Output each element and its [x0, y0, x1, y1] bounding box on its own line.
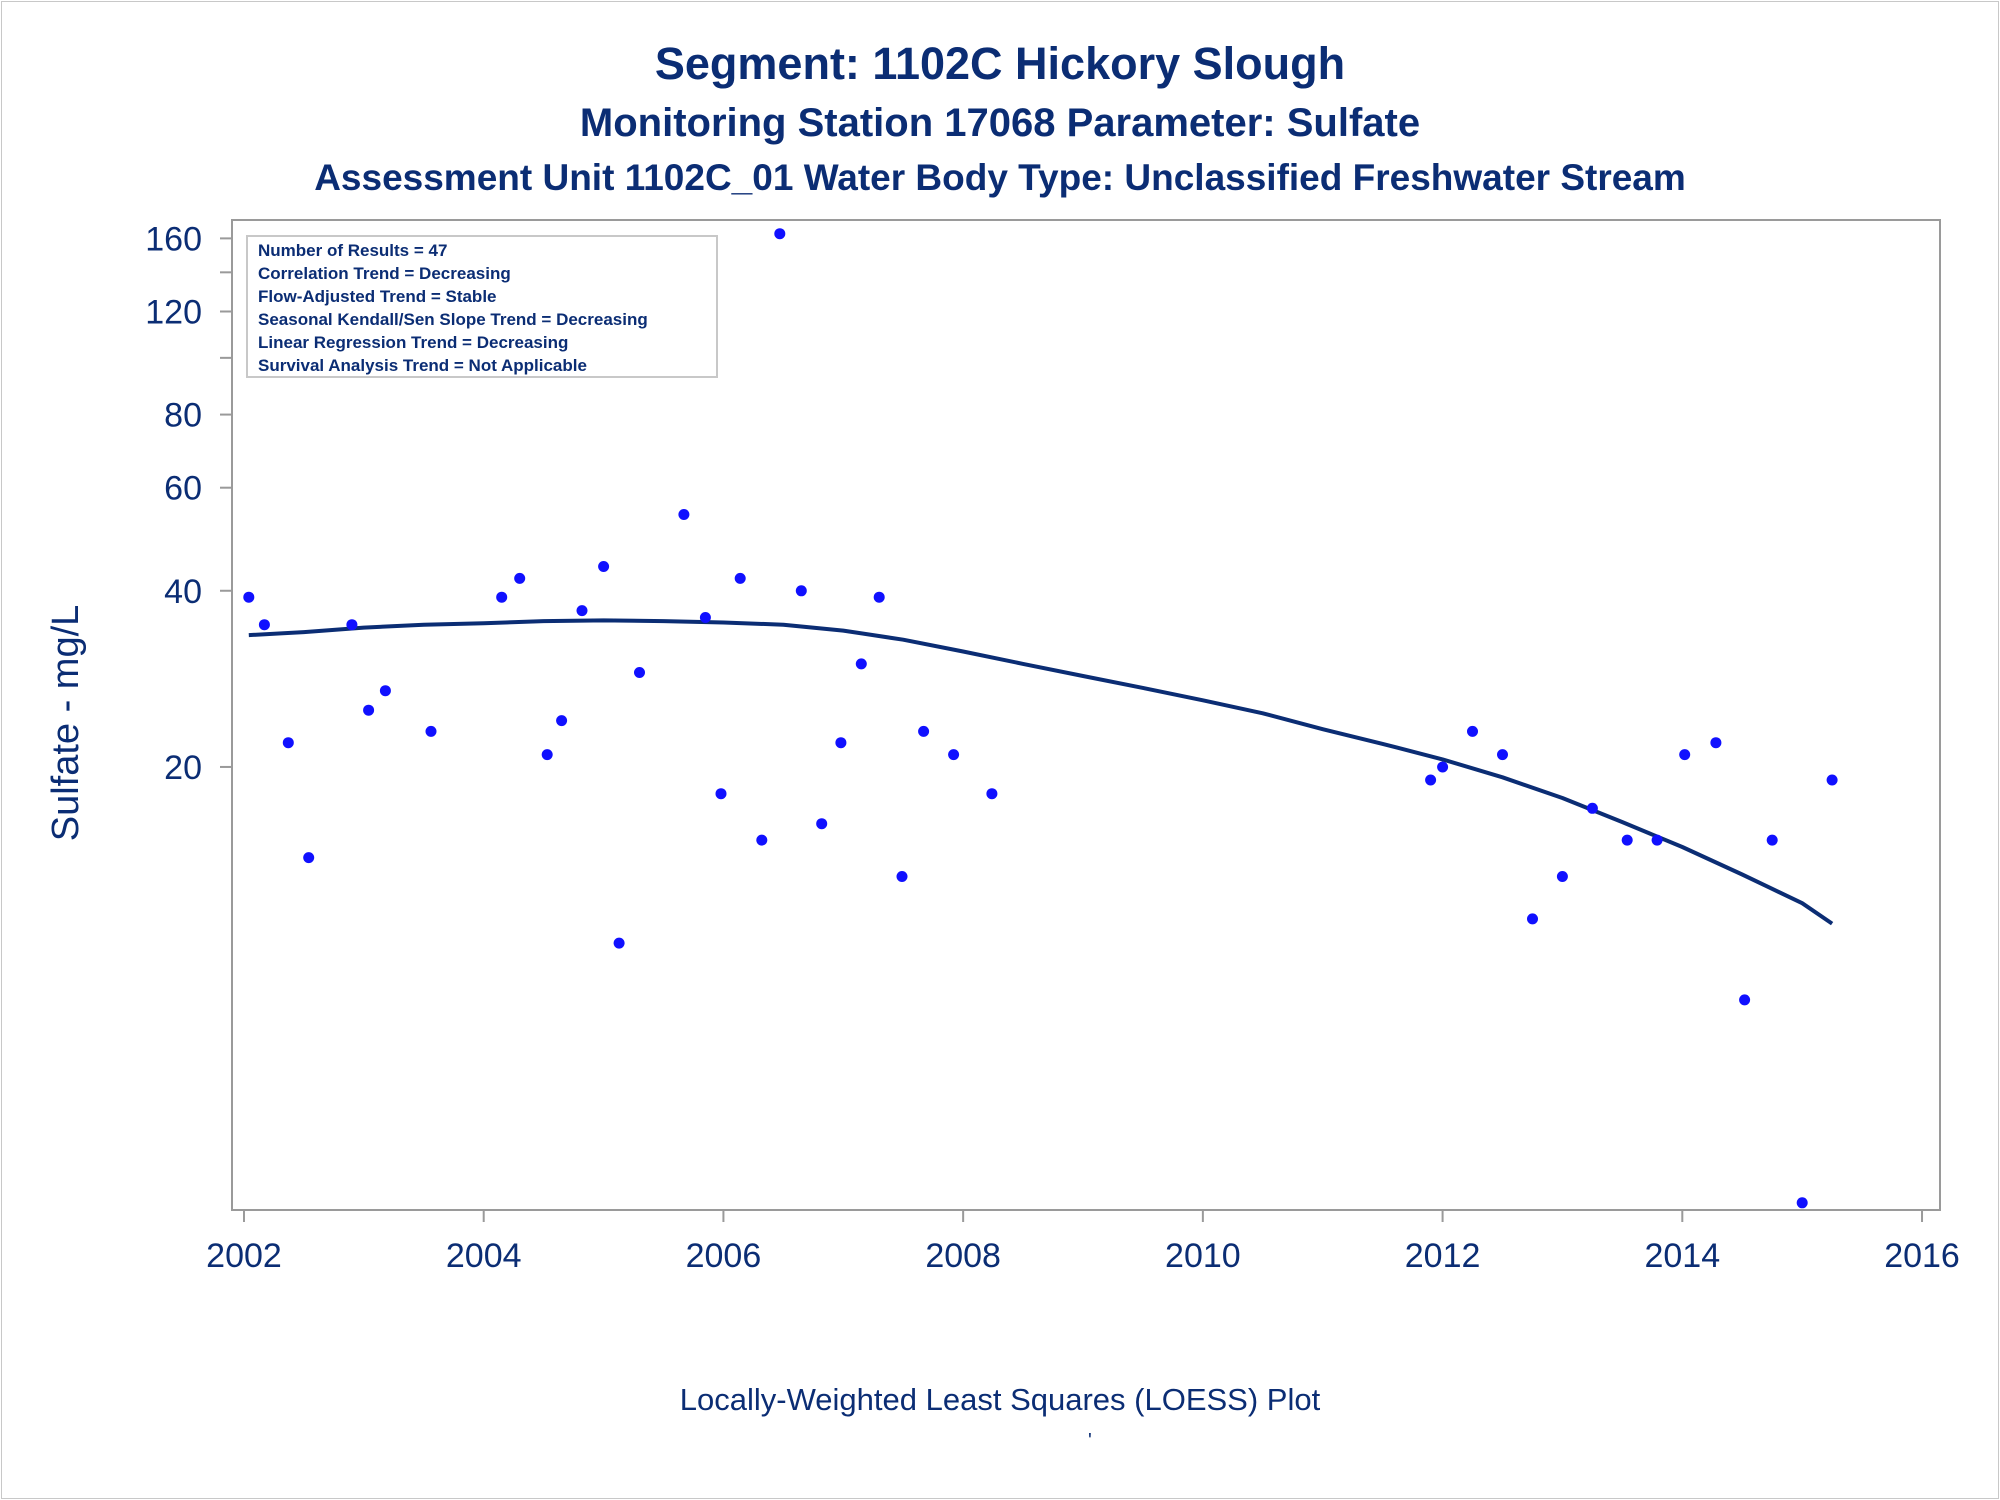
- data-point: [425, 725, 437, 737]
- data-point: [1497, 749, 1508, 761]
- data-point: [896, 871, 908, 882]
- y-tick-label: 120: [145, 294, 202, 332]
- chart-subtitle-station: Monitoring Station 17068 Parameter: Sulf…: [579, 101, 1421, 145]
- trend-summary-border: [246, 235, 718, 378]
- data-point: [1766, 834, 1778, 846]
- x-tick-label: 2004: [446, 1237, 522, 1275]
- data-point: [756, 834, 768, 846]
- chart-title: Segment: 1102C Hickory Slough: [654, 38, 1346, 89]
- data-point: [734, 572, 746, 584]
- data-point: [1527, 913, 1538, 925]
- data-point: [243, 591, 255, 603]
- data-point: [774, 228, 786, 240]
- data-point: [918, 725, 930, 737]
- data-point: [541, 749, 553, 761]
- loess-curve: [248, 618, 1834, 926]
- plot-area-frame: [231, 219, 1941, 1211]
- data-point: [598, 561, 610, 572]
- data-point: [258, 619, 270, 631]
- data-point: [1679, 749, 1691, 761]
- data-point: [835, 737, 847, 749]
- trend-summary-line: Number of Results = 47: [258, 241, 447, 260]
- x-tick-label: 2006: [686, 1237, 762, 1275]
- y-tick-label: 160: [145, 220, 202, 258]
- data-point: [699, 612, 711, 623]
- chart-subtitle-assessment: Assessment Unit 1102C_01 Water Body Type…: [314, 157, 1686, 198]
- data-point: [514, 572, 526, 584]
- trend-summary-line: Linear Regression Trend = Decreasing: [258, 333, 568, 352]
- data-point: [556, 715, 568, 727]
- data-point: [1710, 737, 1722, 749]
- data-point: [282, 737, 294, 749]
- x-tick-label: 2010: [1165, 1237, 1241, 1275]
- data-point: [795, 585, 807, 597]
- x-tick-label: 2008: [925, 1237, 1001, 1275]
- x-tick-label: 2002: [206, 1237, 282, 1275]
- data-point: [1556, 871, 1568, 882]
- data-point: [1739, 994, 1751, 1006]
- data-point: [576, 605, 588, 617]
- trend-summary-line: Correlation Trend = Decreasing: [258, 264, 511, 283]
- trend-summary-line: Seasonal Kendall/Sen Slope Trend = Decre…: [258, 310, 648, 329]
- data-point: [715, 788, 727, 800]
- y-tick-label: 40: [164, 573, 202, 611]
- data-point: [986, 788, 998, 800]
- data-point: [1437, 761, 1449, 773]
- footnote-mark: ': [1088, 1430, 1092, 1452]
- data-point: [948, 749, 960, 761]
- y-axis-label: Sulfate - mg/L: [45, 605, 87, 842]
- data-point: [1425, 774, 1437, 786]
- data-point: [816, 818, 828, 830]
- y-tick-label: 20: [164, 749, 202, 787]
- data-point: [496, 591, 508, 603]
- y-tick-label: 80: [164, 397, 202, 435]
- data-point: [1796, 1197, 1808, 1209]
- trend-summary-line: Flow-Adjusted Trend = Stable: [258, 287, 497, 306]
- data-point: [1467, 725, 1478, 737]
- data-point: [1586, 802, 1598, 814]
- data-point: [379, 685, 391, 697]
- trend-summary-line: Survival Analysis Trend = Not Applicable: [258, 356, 587, 375]
- data-point: [303, 852, 315, 864]
- x-tick-label: 2014: [1644, 1237, 1720, 1275]
- trend-summary-box: Number of Results = 47 Correlation Trend…: [246, 235, 718, 378]
- data-point: [855, 658, 867, 670]
- data-point: [634, 667, 645, 678]
- x-tick-label: 2016: [1884, 1237, 1960, 1275]
- data-point: [613, 937, 625, 949]
- data-point: [1621, 834, 1633, 846]
- data-point: [1826, 774, 1838, 786]
- x-tick-label: 2012: [1405, 1237, 1481, 1275]
- plot-footnote: Locally-Weighted Least Squares (LOESS) P…: [679, 1382, 1321, 1417]
- data-point: [1651, 834, 1663, 846]
- data-point: [678, 509, 690, 520]
- data-point: [346, 619, 358, 631]
- data-point: [873, 591, 885, 603]
- data-point: [363, 704, 375, 716]
- y-tick-label: 60: [164, 470, 202, 508]
